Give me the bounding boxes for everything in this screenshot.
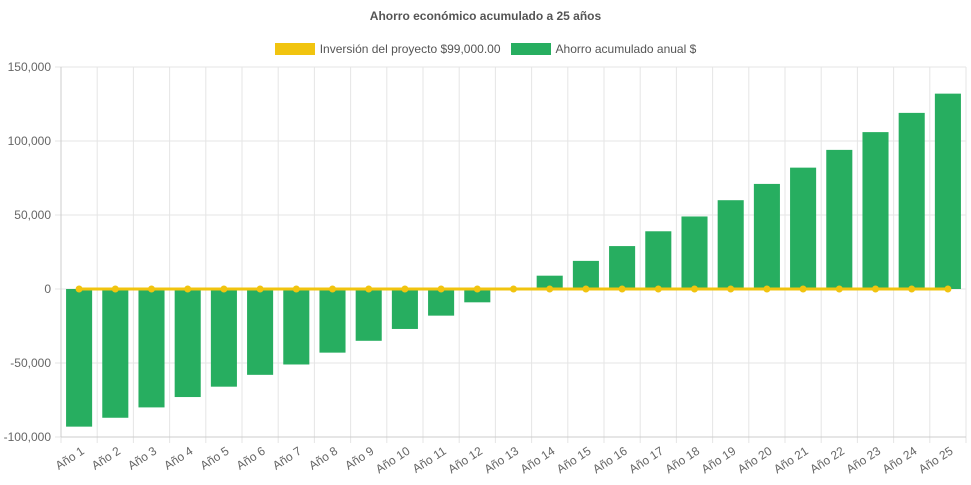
bar	[536, 275, 563, 289]
x-tick-label: Año 1	[53, 444, 87, 473]
investment-point	[654, 285, 662, 293]
x-tick-label: Año 6	[234, 444, 268, 473]
x-tick-label: Año 8	[306, 444, 340, 473]
legend: Inversión del proyecto $99,000.00 Ahorro…	[0, 42, 971, 56]
y-tick-label: -50,000	[10, 356, 51, 370]
bar	[428, 289, 455, 316]
x-tick-label: Año 16	[590, 444, 630, 477]
investment-point	[872, 285, 879, 293]
bar	[609, 246, 636, 289]
bar	[717, 200, 744, 289]
investment-point	[763, 285, 771, 293]
bar	[681, 216, 708, 289]
y-tick-label: -100,000	[4, 430, 52, 444]
investment-point	[75, 285, 83, 293]
x-tick-label: Año 14	[518, 444, 558, 477]
x-tick-label: Año 17	[626, 444, 666, 477]
bar	[102, 289, 129, 418]
x-tick-label: Año 24	[880, 444, 920, 477]
bar	[319, 289, 346, 353]
bar	[391, 289, 418, 329]
y-tick-label: 50,000	[14, 208, 51, 222]
x-tick-label: Año 5	[198, 444, 232, 473]
x-tick-label: Año 19	[699, 444, 739, 477]
y-tick-label: 0	[44, 282, 51, 296]
legend-item-investment[interactable]: Inversión del proyecto $99,000.00	[274, 42, 501, 56]
bar	[210, 289, 237, 387]
investment-point	[111, 285, 119, 293]
x-tick-label: Año 3	[125, 444, 159, 473]
investment-point	[618, 285, 626, 293]
bar	[753, 183, 780, 289]
investment-point	[220, 285, 228, 293]
investment-point	[691, 285, 698, 293]
investment-point	[401, 285, 409, 293]
legend-label-investment: Inversión del proyecto $99,000.00	[319, 42, 501, 56]
bar	[283, 289, 310, 365]
bar	[572, 260, 599, 289]
investment-point	[437, 285, 445, 293]
x-tick-label: Año 4	[161, 444, 195, 473]
bar	[174, 289, 201, 398]
x-tick-label: Año 23	[844, 444, 884, 477]
bar	[934, 93, 961, 289]
bar	[247, 289, 274, 375]
y-tick-label: 150,000	[8, 60, 52, 74]
x-tick-label: Año 21	[771, 444, 811, 477]
x-tick-label: Año 25	[916, 444, 956, 477]
investment-point	[292, 285, 300, 293]
bar	[138, 289, 165, 408]
investment-point	[582, 285, 590, 293]
bar	[645, 231, 672, 289]
x-tick-label: Año 11	[410, 444, 449, 476]
investment-point	[148, 285, 155, 293]
x-tick-label: Año 7	[270, 444, 304, 473]
bar	[790, 167, 817, 289]
x-tick-label: Año 15	[554, 444, 594, 477]
x-tick-label: Año 12	[445, 444, 485, 477]
investment-point	[799, 285, 807, 293]
investment-point	[510, 285, 517, 293]
y-tick-label: 100,000	[8, 134, 52, 148]
legend-item-savings[interactable]: Ahorro acumulado anual $	[510, 42, 697, 56]
x-tick-label: Año 2	[89, 444, 123, 473]
investment-point	[365, 285, 373, 293]
bar	[464, 289, 491, 303]
investment-point	[835, 285, 843, 293]
x-tick-label: Año 10	[373, 444, 413, 477]
bar	[898, 112, 925, 289]
legend-label-savings: Ahorro acumulado anual $	[555, 42, 697, 56]
bar	[66, 289, 93, 427]
bar	[862, 132, 889, 289]
x-tick-label: Año 13	[482, 444, 522, 477]
investment-point	[727, 285, 735, 293]
bar	[355, 289, 382, 341]
x-tick-label: Año 22	[807, 444, 847, 477]
investment-point	[944, 285, 952, 293]
x-tick-label: Año 20	[735, 444, 775, 477]
investment-point	[256, 285, 264, 293]
investment-point	[184, 285, 192, 293]
x-tick-label: Año 18	[663, 444, 703, 477]
bar	[826, 149, 853, 289]
chart-title: Ahorro económico acumulado a 25 años	[369, 9, 602, 23]
investment-point	[908, 285, 916, 293]
legend-swatch-savings	[510, 43, 551, 55]
investment-point	[329, 285, 336, 293]
investment-point	[546, 285, 554, 293]
legend-swatch-investment	[274, 43, 315, 55]
x-tick-label: Año 9	[342, 444, 376, 473]
investment-point	[473, 285, 481, 293]
